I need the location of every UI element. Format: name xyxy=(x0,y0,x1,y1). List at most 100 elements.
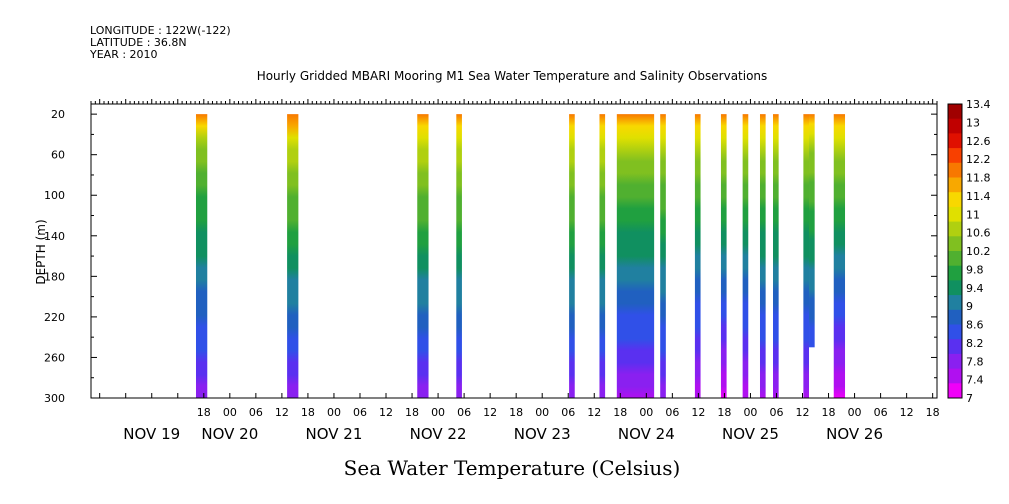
y-tick-label: 140 xyxy=(44,230,65,243)
colorbar-cell xyxy=(948,339,962,355)
colorbar-label: 7.8 xyxy=(966,355,984,368)
colorbar-cell xyxy=(948,251,962,267)
colorbar-label: 12.2 xyxy=(966,153,991,166)
data-band xyxy=(569,114,575,398)
x-tick-label: 12 xyxy=(900,406,914,419)
colorbar-label: 13.4 xyxy=(966,98,991,111)
x-date-label: NOV 22 xyxy=(410,425,467,443)
x-tick-label: 06 xyxy=(874,406,888,419)
colorbar-cell xyxy=(948,133,962,149)
year-label: YEAR : 2010 xyxy=(90,48,158,61)
x-tick-label: 18 xyxy=(197,406,211,419)
y-tick-label: 300 xyxy=(44,392,65,405)
x-tick-label: 18 xyxy=(717,406,731,419)
x-date-label: NOV 23 xyxy=(514,425,571,443)
data-band xyxy=(773,114,779,398)
data-band xyxy=(287,114,299,398)
colorbar-cell xyxy=(948,368,962,384)
colorbar-cell xyxy=(948,221,962,237)
colorbar-label: 9.4 xyxy=(966,282,984,295)
y-tick-label: 20 xyxy=(51,108,65,121)
x-tick-label: 12 xyxy=(796,406,810,419)
x-tick-label: 00 xyxy=(327,406,341,419)
colorbar-label: 11 xyxy=(966,208,980,221)
x-date-label: NOV 21 xyxy=(306,425,363,443)
x-tick-label: 18 xyxy=(926,406,940,419)
data-band xyxy=(599,114,606,398)
colorbar-label: 9.8 xyxy=(966,263,984,276)
y-tick-label: 260 xyxy=(44,351,65,364)
colorbar-cell xyxy=(948,295,962,311)
colorbar-cell xyxy=(948,162,962,178)
colorbar-label: 10.2 xyxy=(966,245,991,258)
data-band xyxy=(694,114,701,398)
x-tick-label: 18 xyxy=(822,406,836,419)
data-band xyxy=(809,114,815,348)
x-tick-label: 00 xyxy=(223,406,237,419)
x-date-label: NOV 25 xyxy=(722,425,779,443)
plot-frame xyxy=(90,103,938,399)
x-tick-label: 12 xyxy=(691,406,705,419)
colorbar-cell xyxy=(948,236,962,252)
data-band xyxy=(456,114,462,398)
colorbar-cell xyxy=(948,148,962,164)
x-tick-label: 12 xyxy=(483,406,497,419)
x-tick-label: 00 xyxy=(743,406,757,419)
colorbar-cell xyxy=(948,309,962,325)
colorbar-cell xyxy=(948,353,962,370)
x-date-label: NOV 19 xyxy=(123,425,180,443)
x-tick-label: 06 xyxy=(353,406,367,419)
x-tick-label: 12 xyxy=(587,406,601,419)
x-tick-label: 06 xyxy=(561,406,575,419)
y-tick-label: 220 xyxy=(44,311,65,324)
colorbar-label: 11.8 xyxy=(966,172,991,185)
colorbar-label: 7.4 xyxy=(966,374,984,387)
data-band xyxy=(742,114,749,398)
x-tick-label: 18 xyxy=(301,406,315,419)
colorbar-label: 12.6 xyxy=(966,135,991,148)
colorbar-cell xyxy=(948,265,962,281)
x-tick-label: 00 xyxy=(639,406,653,419)
data-band xyxy=(803,114,810,398)
y-tick-label: 180 xyxy=(44,270,65,283)
data-band xyxy=(660,114,666,398)
data-band xyxy=(720,114,727,398)
colorbar-cell xyxy=(948,383,962,399)
x-date-label: NOV 20 xyxy=(201,425,258,443)
x-tick-label: 18 xyxy=(613,406,627,419)
x-date-label: NOV 26 xyxy=(826,425,883,443)
longitude-label: LONGITUDE : 122W(-122) xyxy=(90,24,231,37)
y-tick-label: 60 xyxy=(51,149,65,162)
x-tick-label: 00 xyxy=(535,406,549,419)
x-tick-label: 00 xyxy=(431,406,445,419)
x-tick-label: 18 xyxy=(509,406,523,419)
x-tick-label: 00 xyxy=(848,406,862,419)
data-band xyxy=(616,114,655,398)
data-band xyxy=(833,114,846,398)
colorbar-cell xyxy=(948,206,962,223)
x-tick-label: 12 xyxy=(379,406,393,419)
colorbar-label: 8.2 xyxy=(966,337,984,350)
colorbar-label: 8.6 xyxy=(966,319,984,332)
colorbar-cell xyxy=(948,118,962,134)
x-axis: 18 00 06 12 18 00 06 12 18 00 06 12 18 00 06 12 18 00 06 12… xyxy=(90,99,940,443)
x-tick-label: 06 xyxy=(249,406,263,419)
chart-subtitle: Sea Water Temperature (Celsius) xyxy=(344,456,681,480)
data-band xyxy=(759,114,766,398)
y-axis: 20 60 100 140 180 220 260 300 xyxy=(44,108,937,405)
data-bands xyxy=(195,114,846,398)
colorbar-cell xyxy=(948,104,962,120)
colorbar-cell xyxy=(948,280,962,296)
colorbar: 13.4 13 12.6 12.2 11.8 11.4 11 10.6 10.2 9.8 9.4 9 8… xyxy=(947,98,991,405)
colorbar-label: 9 xyxy=(966,300,973,313)
x-tick-label: 12 xyxy=(275,406,289,419)
x-tick-label: 06 xyxy=(665,406,679,419)
colorbar-label: 11.4 xyxy=(966,190,991,203)
data-band xyxy=(417,114,429,398)
x-tick-label: 06 xyxy=(457,406,471,419)
colorbar-cell xyxy=(948,192,962,208)
colorbar-label: 10.6 xyxy=(966,227,991,240)
colorbar-label: 13 xyxy=(966,116,980,129)
latitude-label: LATITUDE : 36.8N xyxy=(90,36,187,49)
